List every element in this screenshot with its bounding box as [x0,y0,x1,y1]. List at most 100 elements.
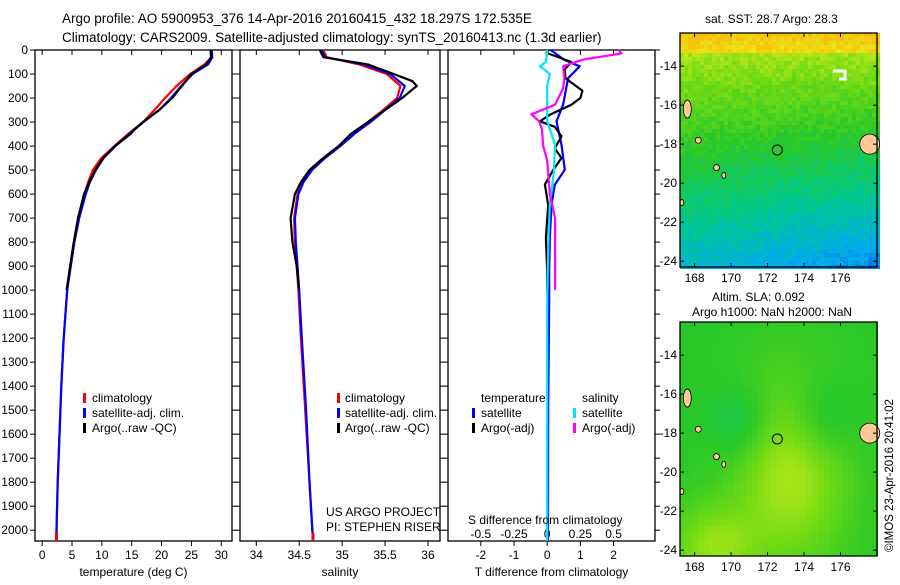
map-cell [710,358,716,364]
plot-frame [34,49,233,542]
map-cell [728,520,734,526]
map-cell [776,472,782,478]
map-cell [704,520,710,526]
map-cell [808,137,812,141]
map-cell [716,65,720,69]
map-cell [782,478,788,484]
map-cell [696,93,700,97]
map-cell [684,181,688,185]
map-cell [780,169,784,173]
map-cell [820,89,824,93]
map-cell [732,53,736,57]
map-cell [828,181,832,185]
map-cell [844,181,848,185]
map-cell [686,454,692,460]
map-cell [700,101,704,105]
map-cell [844,61,848,65]
map-cell [692,430,698,436]
map-cell [860,53,864,57]
map-cell [806,544,812,550]
map-cell [680,466,686,472]
map-cell [788,177,792,181]
map-cell [716,229,720,233]
map-cell [868,161,872,165]
map-cell [764,520,770,526]
map-cell [704,394,710,400]
map-cell [700,141,704,145]
map-cell [812,442,818,448]
map-cell [776,340,782,346]
map-cell [816,137,820,141]
map-cell [722,436,728,442]
map-cell [864,225,868,229]
map-cell [796,233,800,237]
map-cell [744,129,748,133]
map-cell [824,177,828,181]
map-cell [752,141,756,145]
map-cell [836,532,842,538]
map-cell [792,261,796,265]
map-cell [864,241,868,245]
map-cell [708,193,712,197]
map-cell [722,442,728,448]
map-cell [716,406,722,412]
map-cell [860,193,864,197]
map-cell [842,466,848,472]
map-cell [816,181,820,185]
map-cell [722,364,728,370]
map-cell [806,454,812,460]
map-cell [740,189,744,193]
map-cell [830,412,836,418]
map-cell [716,201,720,205]
map-cell [876,225,880,229]
map-cell [752,85,756,89]
map-cell [724,229,728,233]
map-cell [716,340,722,346]
map-cell [856,89,860,93]
map-cell [758,400,764,406]
map-cell [744,89,748,93]
map-cell [716,532,722,538]
map-cell [684,97,688,101]
map-cell [808,81,812,85]
map-cell [724,245,728,249]
map-cell [708,57,712,61]
map-cell [760,169,764,173]
map-cell [836,526,842,532]
map-cell [788,153,792,157]
map-cell [800,538,806,544]
map-cell [824,237,828,241]
map-cell [748,37,752,41]
map-cell [772,209,776,213]
map-cell [876,33,880,37]
map-cell [728,113,732,117]
map-cell [784,33,788,37]
map-cell [740,544,746,550]
map-cell [820,253,824,257]
map-cell [746,328,752,334]
map-cell [876,149,880,153]
map-cell [868,113,872,117]
map-cell [704,121,708,125]
map-cell [812,97,816,101]
map-cell [860,550,866,556]
map-cell [686,484,692,490]
map-cell [688,249,692,253]
map-cell [772,205,776,209]
map-cell [812,364,818,370]
map-cell [770,352,776,358]
map-cell [748,161,752,165]
map-cell [696,49,700,53]
map-cell [848,478,854,484]
map-cell [696,89,700,93]
map-cell [704,418,710,424]
map-cell [784,73,788,77]
map-cell [852,161,856,165]
map-cell [872,466,878,472]
map-cell [832,105,836,109]
map-cell [708,53,712,57]
map-cell [760,253,764,257]
map-cell [704,205,708,209]
map-cell [704,97,708,101]
map-cell [842,418,848,424]
